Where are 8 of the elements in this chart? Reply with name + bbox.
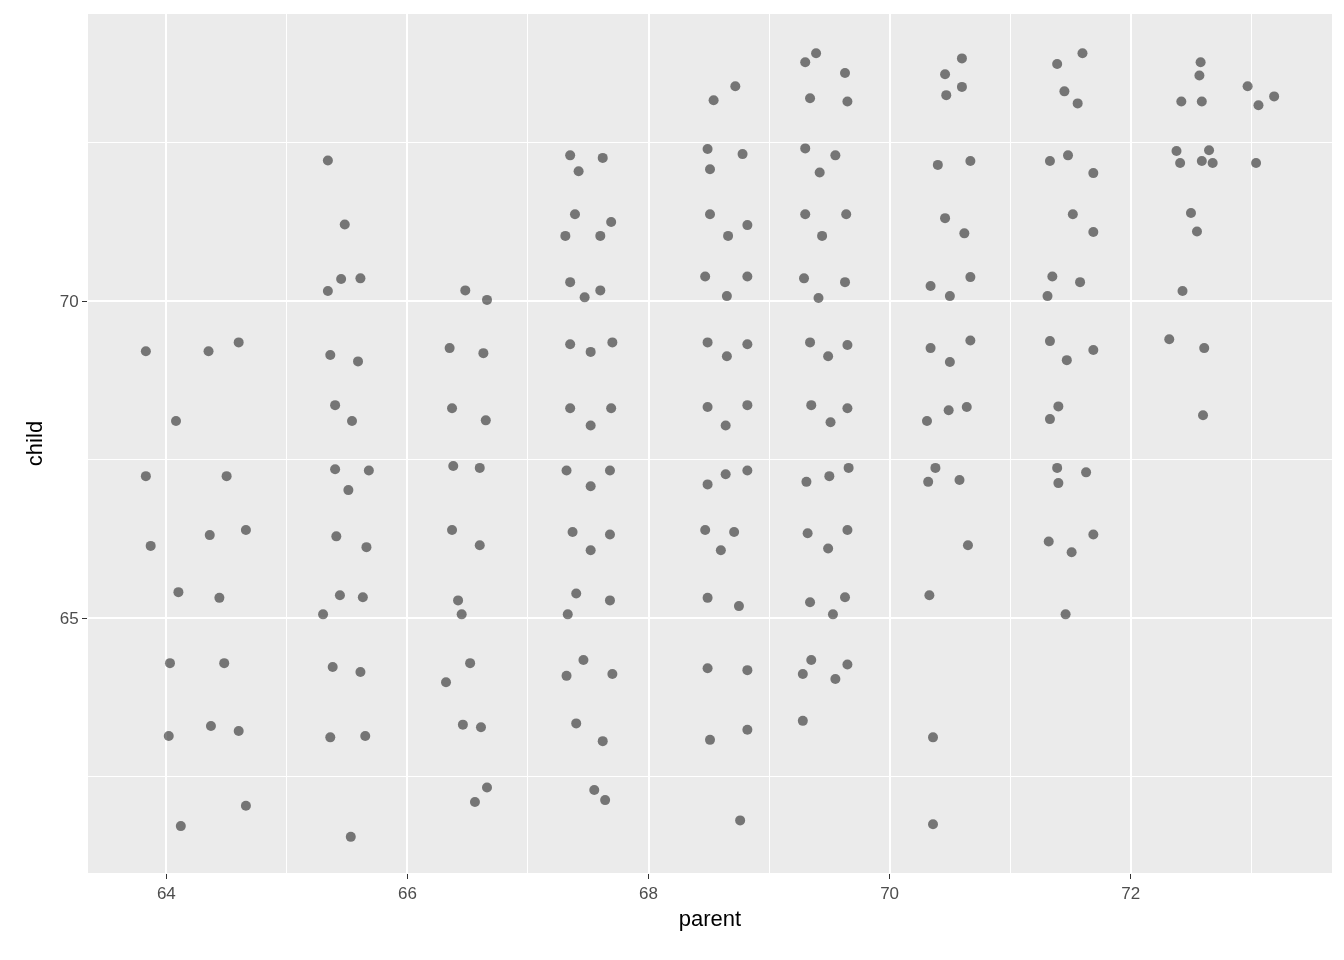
x-tick-label: 72: [1121, 884, 1141, 904]
x-tick-label: 64: [156, 884, 176, 904]
x-axis-title: parent: [678, 906, 742, 932]
y-tick-label: 65: [59, 609, 79, 629]
x-tick-label: 66: [397, 884, 417, 904]
x-tick-label: 68: [639, 884, 658, 904]
y-axis-title: child: [22, 420, 48, 467]
x-tick-label: 70: [880, 884, 900, 904]
